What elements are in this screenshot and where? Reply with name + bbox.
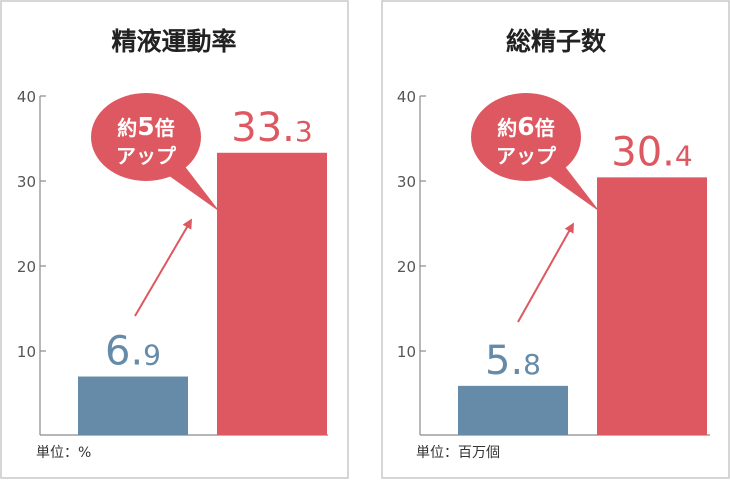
callout-suffix: 倍 bbox=[155, 116, 175, 140]
value-integer-part: 33. bbox=[231, 105, 295, 151]
chart-title: 精液運動率 bbox=[111, 27, 236, 56]
chart-title: 総精子数 bbox=[506, 27, 607, 56]
callout-prefix: 約 bbox=[497, 116, 517, 140]
callout-line2: アップ bbox=[116, 144, 177, 168]
unit-label: 単位：百万個 bbox=[416, 445, 500, 461]
y-tick-label: 30 bbox=[17, 173, 36, 191]
increase-arrow bbox=[134, 218, 193, 317]
bar-group: 5.8 30.4 bbox=[458, 129, 707, 436]
callout-bubble-shape bbox=[471, 93, 581, 181]
callout-multiplier: 6 bbox=[517, 112, 534, 141]
chart-panel-sperm-count: 総精子数 10 20 30 40 5.8 30.4 約6倍 アップ 単位：百万個 bbox=[381, 0, 730, 479]
y-tick-label: 30 bbox=[397, 173, 416, 191]
y-tick-label: 20 bbox=[397, 258, 416, 276]
y-tick-label: 40 bbox=[17, 88, 36, 106]
callout-bubble-tail bbox=[158, 160, 220, 212]
value-integer-part: 30. bbox=[611, 129, 675, 175]
callout-line2: アップ bbox=[496, 144, 557, 168]
value-label-before: 6.9 bbox=[105, 329, 161, 375]
value-integer-part: 6. bbox=[105, 329, 143, 375]
bar-after bbox=[217, 152, 327, 435]
value-decimal-part: 8 bbox=[523, 348, 541, 381]
y-tick-label: 10 bbox=[397, 343, 416, 361]
bar-group: 6.9 33.3 bbox=[78, 105, 327, 435]
unit-label: 単位：% bbox=[36, 445, 91, 461]
callout-prefix: 約 bbox=[117, 116, 137, 140]
y-tick-label: 10 bbox=[17, 343, 36, 361]
callout-bubble-tail bbox=[538, 160, 600, 212]
bar-before bbox=[78, 376, 188, 435]
bar-before bbox=[458, 385, 568, 435]
callout-bubble: 約5倍 アップ bbox=[91, 93, 220, 212]
value-label-after: 30.4 bbox=[611, 129, 692, 175]
callout-line1: 約5倍 bbox=[117, 112, 174, 141]
value-label-before: 5.8 bbox=[485, 338, 541, 384]
value-decimal-part: 4 bbox=[675, 139, 693, 172]
value-decimal-part: 3 bbox=[295, 115, 313, 148]
chart-panel-motility: 精液運動率 10 20 30 40 6.9 33.3 約5倍 アップ 単位：% bbox=[0, 0, 349, 479]
value-decimal-part: 9 bbox=[143, 339, 161, 372]
value-label-after: 33.3 bbox=[231, 105, 312, 151]
callout-bubble-shape bbox=[91, 93, 201, 181]
y-tick-label: 40 bbox=[397, 88, 416, 106]
callout-bubble: 約6倍 アップ bbox=[471, 93, 600, 212]
y-tick-label: 20 bbox=[17, 258, 36, 276]
bar-after bbox=[597, 177, 707, 436]
callout-multiplier: 5 bbox=[137, 112, 154, 141]
increase-arrow bbox=[517, 222, 574, 323]
callout-line1: 約6倍 bbox=[497, 112, 554, 141]
callout-suffix: 倍 bbox=[535, 116, 555, 140]
value-integer-part: 5. bbox=[485, 338, 523, 384]
